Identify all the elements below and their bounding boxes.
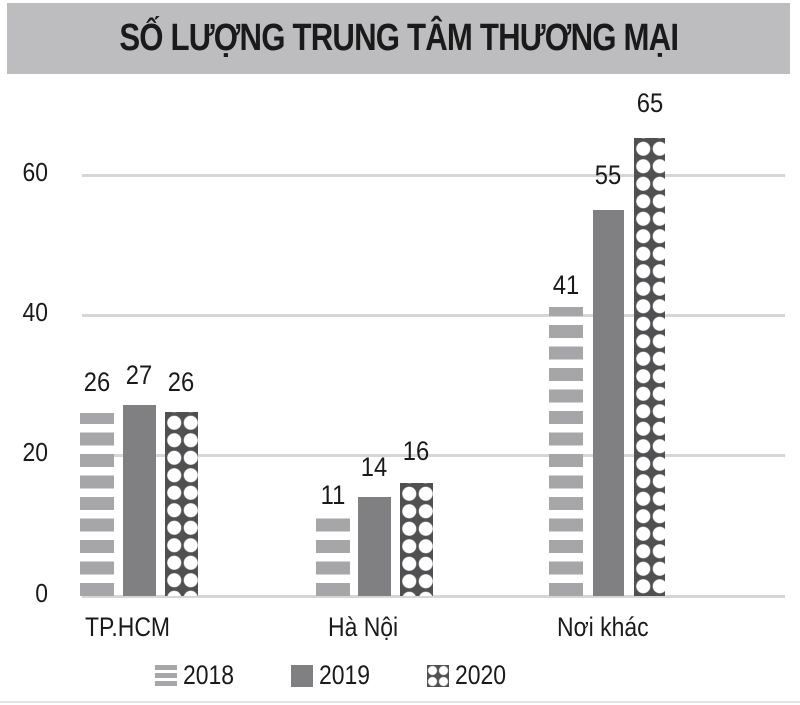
legend: 2018 2019 2020 (155, 660, 553, 691)
gridline-20 (82, 454, 785, 457)
y-tick-20: 20 (22, 437, 48, 467)
bar-hanoi-2018 (316, 518, 350, 596)
gridline-0 (82, 595, 785, 598)
gridline-40 (82, 314, 785, 317)
value-label-tphcm-2019: 27 (125, 360, 153, 390)
dots-swatch-icon (427, 664, 450, 687)
legend-label-2019: 2019 (319, 660, 371, 690)
y-tick-40: 40 (22, 297, 48, 327)
x-label-hanoi: Hà Nội (328, 612, 399, 642)
bar-noikhac-2019 (593, 210, 624, 596)
value-label-tphcm-2018: 26 (83, 367, 111, 397)
y-tick-60: 60 (22, 157, 48, 187)
bar-hanoi-2019 (358, 497, 391, 596)
x-label-noikhac: Nơi khác (557, 612, 649, 642)
solid-swatch-icon (291, 664, 314, 687)
value-label-noikhac-2019: 55 (594, 160, 622, 190)
bar-hanoi-2020 (400, 483, 433, 596)
value-label-hanoi-2020: 16 (402, 436, 430, 466)
bar-tphcm-2020 (165, 412, 198, 596)
value-label-hanoi-2019: 14 (360, 452, 388, 482)
value-label-noikhac-2020: 65 (636, 88, 664, 118)
value-label-hanoi-2018: 11 (320, 480, 346, 510)
legend-item-2018: 2018 (155, 660, 243, 691)
value-label-noikhac-2018: 41 (552, 270, 580, 300)
title-banner: SỐ LƯỢNG TRUNG TÂM THƯƠNG MẠI (7, 3, 790, 74)
bar-tphcm-2018 (80, 413, 114, 596)
bar-noikhac-2018 (549, 307, 583, 596)
value-label-tphcm-2020: 26 (167, 367, 195, 397)
bar-noikhac-2020 (634, 138, 665, 596)
stripes-swatch-icon (155, 664, 177, 687)
legend-label-2018: 2018 (183, 660, 235, 690)
gridline-60 (82, 174, 785, 177)
legend-item-2019: 2019 (291, 660, 379, 691)
bottom-divider (0, 701, 800, 703)
legend-item-2020: 2020 (427, 660, 515, 691)
chart-title: SỐ LƯỢNG TRUNG TÂM THƯƠNG MẠI (119, 17, 679, 59)
x-label-tphcm: TP.HCM (85, 612, 171, 642)
legend-label-2020: 2020 (455, 660, 507, 690)
y-tick-0: 0 (35, 578, 48, 608)
bar-tphcm-2019 (123, 405, 156, 596)
